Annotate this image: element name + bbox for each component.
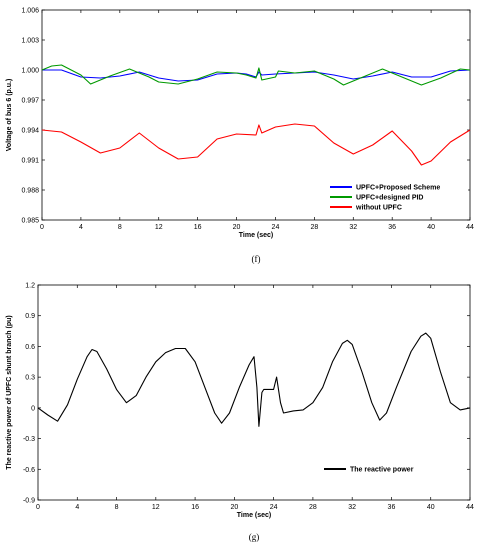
chart1-legend-label-3: without UPFC [355,205,402,212]
chart2-caption: (g) [249,532,260,542]
chart2-y-axis-label: The reactive power of UPFC shunt branch … [6,315,13,469]
chart1-x-tick-label: 12 [155,224,163,231]
chart2-x-tick-label: 40 [427,504,435,511]
chart2-plot-frame [37,284,471,501]
chart1-plot-frame [41,9,471,221]
chart1-caption: (f) [252,254,261,264]
chart1-x-tick-label: 24 [272,224,280,231]
chart1-y-tick-label: 0.985 [21,218,39,225]
chart1-x-tick-label: 20 [233,224,241,231]
chart2-x-tick-label: 44 [466,504,474,511]
chart1-x-tick-label: 16 [194,224,202,231]
chart1-x-tick-label: 36 [388,224,396,231]
chart1-y-tick-label: 0.988 [21,188,39,195]
chart1-x-tick-label: 8 [118,224,122,231]
chart2-x-axis-label: Time (sec) [237,512,272,519]
chart2-x-tick-label: 0 [36,504,40,511]
chart2-x-tick-label: 12 [152,504,160,511]
chart1-y-tick-label: 1.003 [21,38,39,45]
chart2-x-tick-label: 16 [191,504,199,511]
chart2-x-tick-label: 20 [230,504,238,511]
chart2-x-tick-label: 8 [115,504,119,511]
chart2-x-tick-label: 28 [309,504,317,511]
chart2-y-tick-label: 0.6 [25,344,35,351]
chart1-x-tick-label: 28 [310,224,318,231]
chart2-y-tick-label: -0.9 [23,498,35,505]
chart1-y-tick-label: 0.997 [21,98,39,105]
chart1-x-tick-label: 4 [79,224,83,231]
chart2-y-tick-label: 1.2 [25,283,35,290]
chart1-legend-label-1: UPFC+Proposed Scheme [356,185,440,192]
chart1-y-tick-label: 1.000 [21,68,39,75]
chart1-x-tick-label: 32 [349,224,357,231]
chart2-y-tick-label: 0.3 [25,375,35,382]
chart2-x-tick-label: 4 [75,504,79,511]
chart2-legend-box [320,462,466,482]
chart2-series-line-1 [37,332,471,427]
chart1-x-tick-label: 44 [466,224,474,231]
chart1-y-tick-label: 0.991 [21,158,39,165]
chart2-x-tick-label: 36 [388,504,396,511]
chart1-y-tick-label: 1.006 [21,8,39,15]
chart2-y-tick-label: 0 [31,405,35,412]
chart2-x-tick-label: 24 [270,504,278,511]
chart1-y-tick-label: 0.994 [21,128,39,135]
chart2-legend-label-1: The reactive power [350,467,414,474]
chart1-x-axis-label: Time (sec) [239,232,274,239]
chart1-y-axis-label: Voltage of bus 6 (p.u.) [6,79,13,152]
chart2-y-tick-label: 0.9 [25,313,35,320]
chart1-legend-label-2: UPFC+designed PID [356,195,423,202]
chart1-series-line-1 [42,69,471,82]
chart1-x-tick-label: 0 [40,224,44,231]
chart1-series-line-2 [41,64,471,86]
chart2-y-tick-label: -0.3 [23,436,35,443]
chart1-series-line-3 [41,123,471,166]
chart2-y-tick-label: -0.6 [23,467,35,474]
chart1-x-tick-label: 40 [427,224,435,231]
chart2-x-tick-label: 32 [348,504,356,511]
